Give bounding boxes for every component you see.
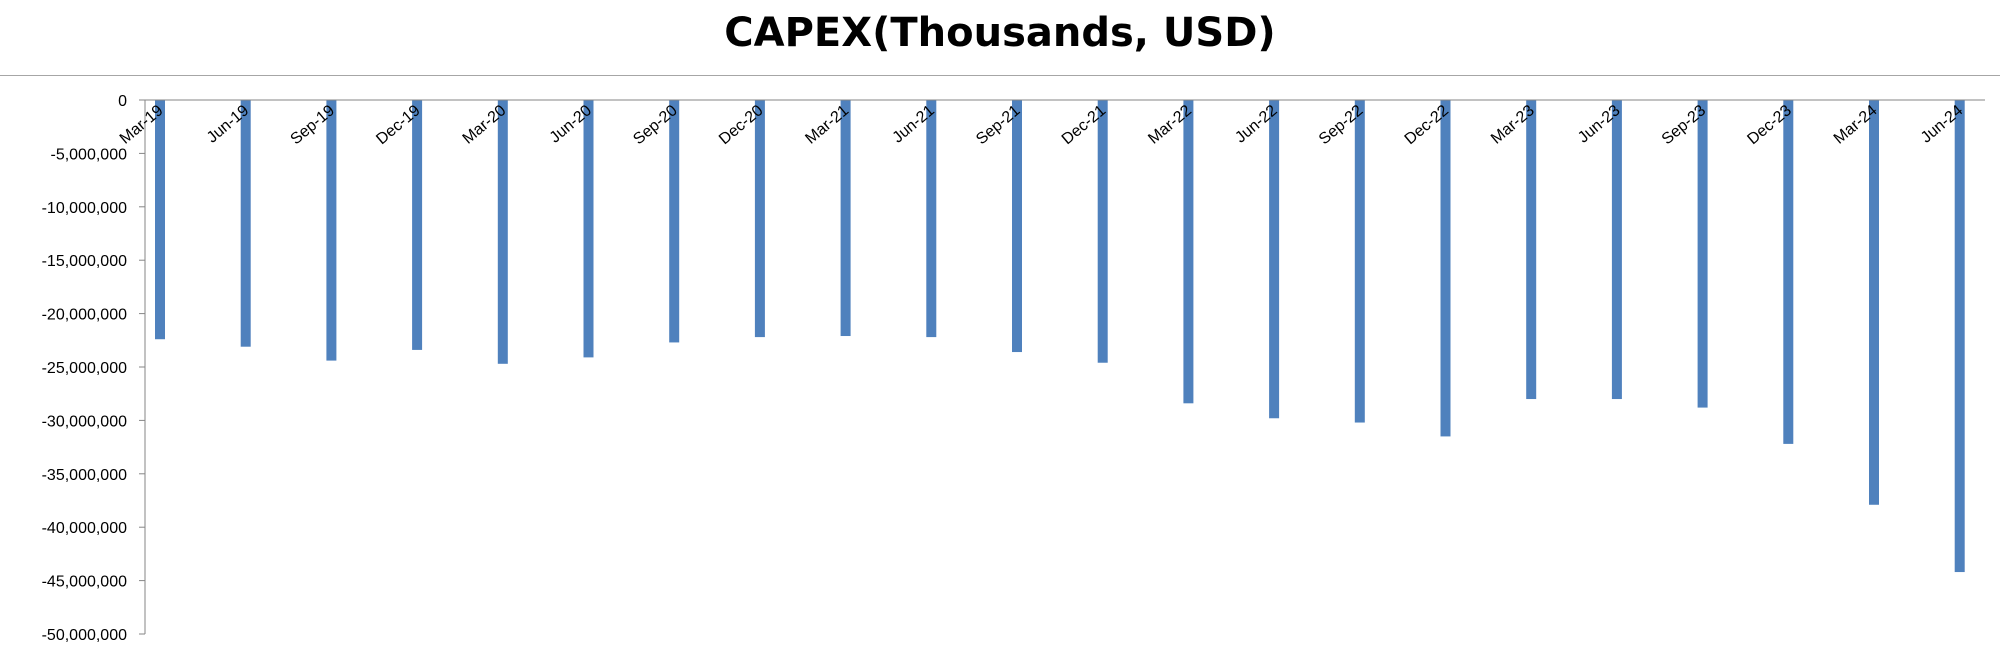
bar bbox=[840, 100, 851, 337]
y-tick-label: -5,000,000 bbox=[50, 146, 127, 163]
y-axis-ticks: 0 -5,000,000 -10,000,000 -15,000,000 -20,000… bbox=[42, 93, 145, 644]
bar bbox=[1526, 100, 1537, 400]
bar bbox=[240, 100, 251, 347]
bar bbox=[1012, 100, 1022, 353]
bar bbox=[754, 100, 765, 338]
bar bbox=[1097, 100, 1108, 363]
title-divider bbox=[0, 75, 2000, 76]
bar bbox=[1269, 100, 1280, 419]
y-tick-label: -10,000,000 bbox=[42, 200, 128, 217]
y-tick-label: -20,000,000 bbox=[42, 307, 128, 324]
bar bbox=[669, 100, 680, 343]
bar bbox=[1954, 100, 1965, 573]
bar bbox=[1183, 100, 1194, 404]
y-tick-label: -40,000,000 bbox=[42, 520, 128, 537]
y-tick-label: -35,000,000 bbox=[42, 467, 128, 484]
bar bbox=[583, 100, 594, 358]
y-tick-label: -50,000,000 bbox=[42, 627, 128, 644]
y-tick-label: 0 bbox=[118, 93, 127, 110]
bar bbox=[1869, 100, 1879, 505]
bar bbox=[497, 100, 508, 364]
x-axis-labels: Mar-19 Jun-19 Sep-19 Dec-19 Mar-20 Jun-20 Sep-… bbox=[117, 102, 1967, 148]
bar bbox=[1611, 100, 1622, 400]
y-tick-label: -25,000,000 bbox=[42, 360, 128, 377]
bar bbox=[326, 100, 337, 361]
bar bbox=[155, 100, 165, 340]
axes bbox=[144, 99, 1985, 634]
bar-series bbox=[155, 100, 1965, 573]
y-tick-label: -30,000,000 bbox=[42, 413, 128, 430]
bar bbox=[1354, 100, 1365, 423]
bar bbox=[1697, 100, 1708, 408]
bar bbox=[412, 100, 423, 350]
y-tick-label: -45,000,000 bbox=[42, 574, 128, 591]
bar bbox=[1440, 100, 1451, 437]
bar bbox=[926, 100, 937, 338]
chart-title: CAPEX(Thousands, USD) bbox=[724, 10, 1276, 56]
bar bbox=[1783, 100, 1794, 444]
y-tick-label: -15,000,000 bbox=[42, 253, 128, 270]
